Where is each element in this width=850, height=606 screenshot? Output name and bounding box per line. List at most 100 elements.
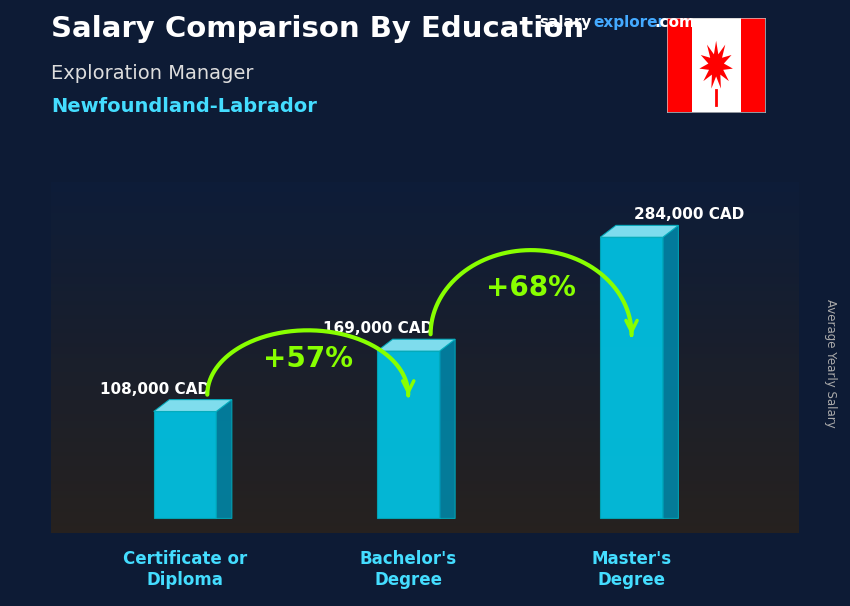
- Bar: [51, 189, 799, 192]
- Bar: [51, 400, 799, 403]
- Bar: [51, 421, 799, 424]
- Bar: [51, 516, 799, 519]
- Bar: [51, 245, 799, 248]
- Bar: [51, 196, 799, 199]
- Bar: [51, 350, 799, 354]
- Bar: [51, 508, 799, 512]
- Polygon shape: [600, 237, 663, 518]
- Bar: [51, 477, 799, 481]
- Bar: [51, 210, 799, 213]
- Bar: [51, 389, 799, 393]
- Bar: [51, 494, 799, 498]
- Bar: [51, 340, 799, 344]
- Bar: [51, 266, 799, 270]
- Bar: [51, 371, 799, 375]
- Bar: [51, 453, 799, 456]
- Bar: [51, 396, 799, 400]
- Bar: [51, 473, 799, 477]
- Text: Newfoundland-Labrador: Newfoundland-Labrador: [51, 97, 317, 116]
- Polygon shape: [663, 225, 678, 518]
- Bar: [51, 498, 799, 502]
- Polygon shape: [740, 18, 765, 112]
- Polygon shape: [377, 339, 455, 351]
- Bar: [51, 365, 799, 368]
- Bar: [51, 449, 799, 453]
- Text: 169,000 CAD: 169,000 CAD: [323, 321, 434, 336]
- Bar: [51, 291, 799, 295]
- Bar: [51, 185, 799, 189]
- Bar: [51, 224, 799, 227]
- Bar: [51, 431, 799, 435]
- Bar: [51, 326, 799, 330]
- Bar: [51, 445, 799, 449]
- Bar: [51, 235, 799, 238]
- Bar: [51, 375, 799, 379]
- Bar: [51, 319, 799, 322]
- Bar: [51, 344, 799, 347]
- Bar: [51, 418, 799, 421]
- Bar: [51, 368, 799, 371]
- Bar: [51, 298, 799, 301]
- Bar: [51, 231, 799, 235]
- Bar: [51, 242, 799, 245]
- Bar: [51, 414, 799, 418]
- Text: 108,000 CAD: 108,000 CAD: [100, 382, 210, 397]
- Bar: [51, 519, 799, 523]
- Bar: [51, 238, 799, 242]
- Text: Average Yearly Salary: Average Yearly Salary: [824, 299, 837, 428]
- Text: salary: salary: [540, 15, 592, 30]
- Bar: [51, 256, 799, 259]
- Bar: [51, 361, 799, 365]
- Bar: [51, 379, 799, 382]
- Text: Exploration Manager: Exploration Manager: [51, 64, 253, 82]
- Text: explorer: explorer: [593, 15, 666, 30]
- Bar: [51, 512, 799, 516]
- Bar: [51, 481, 799, 484]
- Polygon shape: [700, 41, 733, 88]
- Text: .com: .com: [654, 15, 695, 30]
- Bar: [51, 330, 799, 333]
- Bar: [51, 358, 799, 361]
- Bar: [51, 505, 799, 508]
- Bar: [51, 273, 799, 277]
- Bar: [51, 322, 799, 326]
- Bar: [51, 424, 799, 428]
- Bar: [51, 403, 799, 407]
- Bar: [51, 530, 799, 533]
- Polygon shape: [439, 339, 455, 518]
- Text: Salary Comparison By Education: Salary Comparison By Education: [51, 15, 584, 43]
- Bar: [51, 277, 799, 280]
- Bar: [51, 470, 799, 473]
- Bar: [51, 463, 799, 467]
- Bar: [51, 259, 799, 262]
- Polygon shape: [667, 18, 692, 112]
- Bar: [51, 407, 799, 410]
- Bar: [51, 347, 799, 350]
- Bar: [51, 523, 799, 526]
- Bar: [51, 203, 799, 207]
- Bar: [51, 488, 799, 491]
- Polygon shape: [154, 411, 216, 518]
- Bar: [51, 308, 799, 312]
- Text: +68%: +68%: [486, 274, 576, 302]
- Bar: [51, 301, 799, 305]
- Bar: [51, 270, 799, 273]
- Bar: [51, 312, 799, 315]
- Bar: [51, 252, 799, 256]
- Bar: [51, 456, 799, 459]
- Bar: [51, 227, 799, 231]
- Bar: [51, 435, 799, 438]
- Polygon shape: [216, 399, 232, 518]
- Polygon shape: [377, 351, 439, 518]
- Bar: [51, 221, 799, 224]
- Bar: [51, 287, 799, 291]
- Bar: [51, 280, 799, 284]
- Bar: [51, 192, 799, 196]
- Bar: [51, 393, 799, 396]
- Bar: [51, 410, 799, 414]
- Bar: [51, 491, 799, 494]
- Bar: [51, 438, 799, 442]
- Polygon shape: [600, 225, 678, 237]
- Bar: [51, 248, 799, 252]
- Bar: [51, 333, 799, 336]
